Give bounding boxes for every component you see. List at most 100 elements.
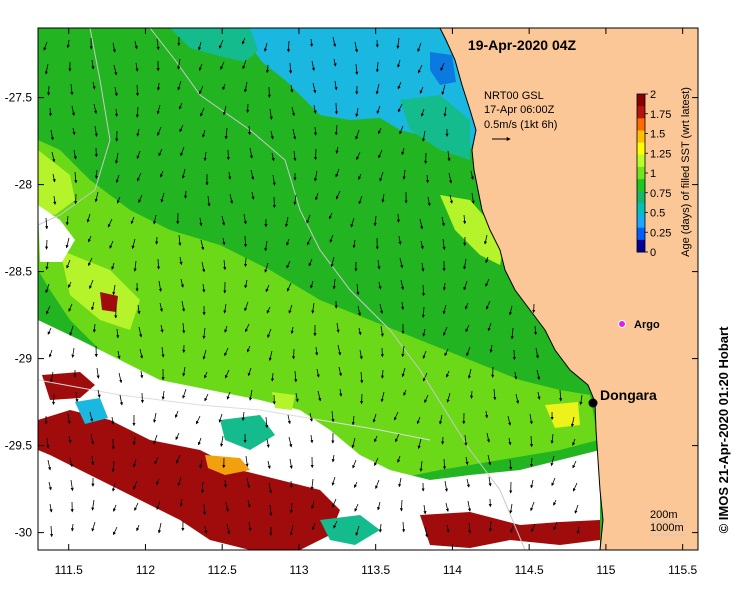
current-arrow <box>292 348 296 360</box>
current-arrow <box>109 240 114 249</box>
current-arrow <box>130 216 135 225</box>
current-arrow <box>116 196 121 204</box>
current-arrow <box>202 283 206 293</box>
current-arrow <box>357 305 361 316</box>
current-arrow <box>536 369 541 380</box>
current-arrow <box>47 327 52 335</box>
colorbar-segment <box>637 203 645 217</box>
current-arrow <box>155 236 159 245</box>
current-arrow <box>174 410 179 419</box>
sst-region-darkred-nw <box>100 292 118 312</box>
current-arrow <box>160 192 165 203</box>
current-arrow <box>331 476 336 486</box>
current-arrow <box>201 261 206 273</box>
current-arrow <box>243 235 248 248</box>
current-arrow <box>44 63 49 75</box>
current-source-line1: NRT00 GSL <box>484 90 544 102</box>
current-arrow <box>229 193 234 204</box>
current-arrow <box>179 124 184 133</box>
current-arrow <box>136 524 140 532</box>
current-arrow <box>424 394 429 404</box>
current-arrow <box>286 40 291 53</box>
current-arrow <box>331 410 335 423</box>
current-arrow <box>331 454 335 463</box>
current-arrow <box>241 411 245 421</box>
current-arrow <box>267 328 272 338</box>
current-arrow <box>65 215 69 226</box>
current-arrow <box>268 482 273 494</box>
current-arrow <box>401 301 405 310</box>
current-arrow <box>379 303 384 314</box>
current-arrow <box>354 503 359 512</box>
current-arrow <box>51 393 56 405</box>
current-arrow <box>247 367 252 377</box>
current-arrow <box>247 499 251 508</box>
current-arrow <box>71 105 75 116</box>
current-arrow <box>421 284 426 297</box>
current-arrow <box>48 481 52 491</box>
current-arrow <box>355 63 359 75</box>
current-arrow <box>272 174 276 186</box>
current-arrow <box>160 324 164 333</box>
current-arrow <box>419 460 423 472</box>
current-arrow <box>267 460 271 470</box>
current-arrow <box>68 281 72 288</box>
current-arrow <box>333 58 337 67</box>
current-arrow <box>270 372 275 382</box>
current-arrow <box>69 457 73 468</box>
current-arrow <box>288 436 293 448</box>
y-tick-label: -27.5 <box>5 91 33 105</box>
current-arrow <box>286 238 290 246</box>
current-arrow <box>295 392 299 403</box>
current-arrow <box>289 502 294 514</box>
sst-region-darkred-se <box>420 512 600 548</box>
colorbar-segment <box>637 94 645 107</box>
current-arrow <box>155 478 160 486</box>
current-arrow <box>66 39 70 49</box>
isobath-legend-200m: 200m <box>650 509 678 521</box>
current-arrow <box>417 42 422 52</box>
current-arrow <box>140 370 144 379</box>
current-arrow <box>286 260 291 269</box>
y-tick-label: -29 <box>15 352 33 366</box>
current-arrow <box>265 284 270 293</box>
current-arrow <box>92 81 96 90</box>
current-arrow <box>250 169 255 180</box>
current-arrow <box>508 437 512 446</box>
current-arrow <box>182 322 186 334</box>
current-arrow <box>251 191 255 200</box>
current-arrow <box>249 147 253 159</box>
current-arrow <box>315 346 319 356</box>
current-arrow <box>312 82 317 94</box>
current-arrow <box>403 389 407 396</box>
current-arrow <box>181 168 186 179</box>
current-arrow <box>49 371 54 383</box>
current-arrow <box>248 389 253 401</box>
sst-region-yellowgreen-south <box>272 392 295 410</box>
current-arrow <box>96 367 100 379</box>
current-arrow <box>136 150 141 159</box>
current-arrow <box>529 435 534 448</box>
current-arrow <box>350 217 355 228</box>
current-arrow <box>427 196 431 207</box>
current-arrow <box>442 238 446 251</box>
current-arrow <box>483 234 488 245</box>
colorbar-segment <box>637 142 645 156</box>
current-arrow <box>290 326 294 335</box>
current-arrow <box>308 258 313 267</box>
current-arrow <box>401 367 406 378</box>
colorbar-segment <box>637 191 645 204</box>
current-arrow <box>263 42 268 52</box>
current-arrow <box>354 41 359 53</box>
current-arrow <box>271 152 275 162</box>
current-arrow <box>243 81 248 93</box>
current-arrow <box>158 280 162 292</box>
current-arrow <box>423 504 427 515</box>
current-arrow <box>75 391 79 403</box>
colorbar-segment <box>637 118 645 131</box>
current-arrow <box>156 104 161 115</box>
current-arrow <box>358 195 363 205</box>
current-arrow <box>419 86 424 94</box>
current-arrow <box>246 345 251 353</box>
current-arrow <box>94 169 99 179</box>
